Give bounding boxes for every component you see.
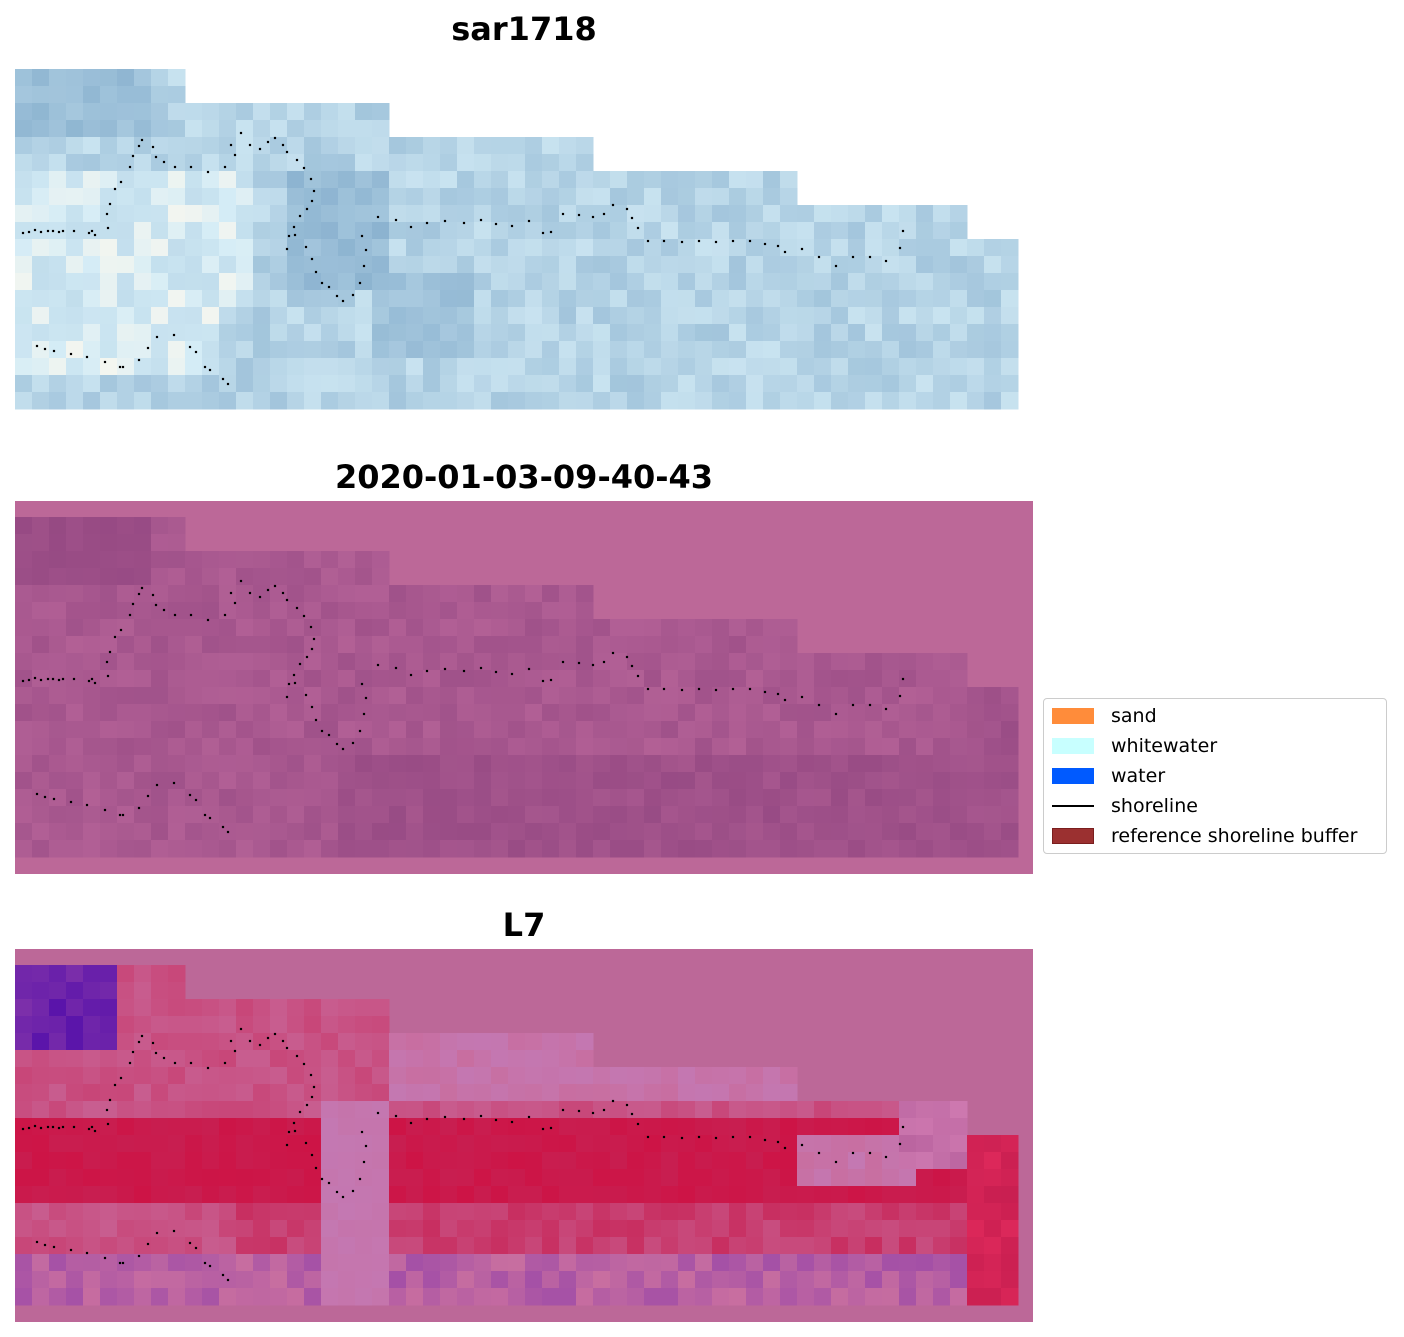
image-pixels bbox=[15, 965, 1019, 1306]
legend-item-whitewater: whitewater bbox=[1052, 735, 1218, 757]
legend-item-reference-buffer: reference shoreline buffer bbox=[1052, 825, 1358, 847]
buffer-swatch-icon bbox=[1052, 828, 1094, 844]
sand-swatch-icon bbox=[1052, 708, 1094, 724]
whitewater-swatch-icon bbox=[1052, 738, 1094, 754]
legend-label: sand bbox=[1111, 705, 1157, 727]
legend-label: whitewater bbox=[1111, 735, 1218, 757]
legend-item-shoreline: shoreline bbox=[1052, 795, 1198, 817]
satellite-rgb-image bbox=[15, 69, 1019, 410]
shoreline-line-icon bbox=[1052, 805, 1094, 807]
legend-label: shoreline bbox=[1111, 795, 1198, 817]
legend: sand whitewater water shoreline referenc… bbox=[1043, 698, 1387, 854]
panel-title-classified: 2020-01-03-09-40-43 bbox=[334, 458, 714, 496]
legend-item-water: water bbox=[1052, 765, 1166, 787]
image-pixels bbox=[15, 69, 1019, 410]
shoreline-dots bbox=[21, 579, 905, 834]
panel-title-index: L7 bbox=[502, 906, 546, 944]
shoreline-dots bbox=[21, 1027, 905, 1282]
index-image bbox=[15, 949, 1033, 1322]
legend-label: reference shoreline buffer bbox=[1111, 825, 1358, 847]
classified-image bbox=[15, 501, 1033, 874]
legend-item-sand: sand bbox=[1052, 705, 1157, 727]
shoreline-dots bbox=[21, 131, 905, 386]
legend-label: water bbox=[1111, 765, 1166, 787]
image-pixels bbox=[15, 517, 1019, 858]
panel-title-rgb: sar1718 bbox=[451, 10, 597, 48]
water-swatch-icon bbox=[1052, 768, 1094, 784]
